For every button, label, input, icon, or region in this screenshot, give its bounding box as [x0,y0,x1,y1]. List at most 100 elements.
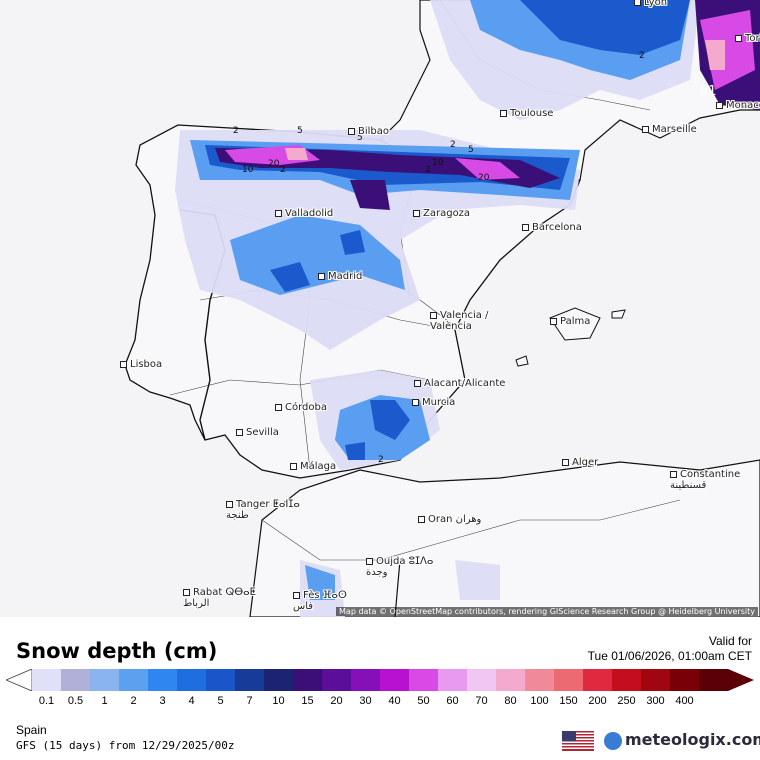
scale-swatch [90,669,120,691]
scale-swatch [496,669,526,691]
city-oujda: Oujda ⵓⵊⴷⴰ وجدة [366,556,434,578]
contour-label: 2 [378,455,384,465]
meteologix-logo-icon [604,732,622,750]
scale-swatch [641,669,671,691]
city-lyon: Lyon [634,0,667,8]
city-valencia: Valencia / València [430,310,489,332]
city-rabat: Rabat ⵕⴱⴰⵟ الرباط [183,587,256,609]
contour-label: 91 [700,84,717,99]
mallorca-island [549,307,601,341]
snow-depth-map[interactable]: 2 5 2 10 20 2 5 2 20 10 2 2 5 91 Lyon To… [0,0,760,618]
city-torino: Torin [735,33,760,44]
ibiza-island [515,355,529,367]
city-monaco: Monaco [716,100,760,111]
scale-tick-label: 2 [130,695,137,707]
city-alger: Alger [562,457,598,468]
scale-swatch [264,669,294,691]
scale-swatch [119,669,149,691]
scale-tick-label: 250 [617,695,636,707]
contour-label: 2 [639,51,645,61]
contour-label: 2 [280,165,286,175]
scale-swatch [148,669,178,691]
model-run-label: GFS (15 days) from 12/29/2025/00z [16,739,235,752]
scale-tick-label: 7 [246,695,253,707]
scale-swatch [670,669,700,691]
scale-tick-label: 15 [301,695,314,707]
scale-swatch [612,669,642,691]
scale-tick-label: 150 [559,695,578,707]
color-scale [6,669,754,691]
scale-tick-label: 50 [417,695,430,707]
city-barcelona: Barcelona [522,222,582,233]
scale-swatch [32,669,62,691]
contour-label: 20 [478,173,490,183]
city-valladolid: Valladolid [275,208,333,219]
scale-swatch [293,669,323,691]
contour-label: 10 [242,165,254,175]
contour-label: 5 [357,133,363,143]
scale-tick-label: 0.1 [38,695,55,707]
scale-tick-label: 10 [272,695,285,707]
scale-tick-label: 200 [588,695,607,707]
legend-panel: Snow depth (cm) Valid for Tue 01/06/2026… [0,617,760,760]
scale-tick-label: 100 [530,695,549,707]
scale-tick-label: 1 [101,695,108,707]
scale-right-arrow [728,669,754,691]
city-cordoba: Córdoba [275,402,327,413]
map-attribution[interactable]: Map data © OpenStreetMap contributors, r… [336,607,758,616]
us-flag-icon[interactable] [562,731,594,751]
region-label: Spain [16,723,47,737]
city-sevilla: Sevilla [236,427,279,438]
scale-swatch [554,669,584,691]
city-toulouse: Toulouse [500,108,553,119]
city-constantine: Constantine قسنطينة [670,469,741,491]
scale-tick-label: 80 [504,695,517,707]
legend-title: Snow depth (cm) [16,639,218,663]
valid-time: Tue 01/06/2026, 01:00am CET [587,649,752,663]
scale-tick-label: 3 [159,695,166,707]
north-africa-land [249,459,760,617]
scale-swatch [699,669,729,691]
scale-swatch [438,669,468,691]
scale-tick-label: 300 [646,695,665,707]
city-tanger: Tanger ⵟⴰⵏⵊⴰ طنجة [226,499,300,521]
scale-swatch [380,669,410,691]
map-canvas: 2 5 2 10 20 2 5 2 20 10 2 2 5 91 [124,0,760,617]
city-palma: Palma [550,316,590,327]
scale-swatch [206,669,236,691]
valid-label: Valid for [708,634,752,648]
city-alicante: Alacant/Alicante [414,378,505,389]
scale-swatch [583,669,613,691]
scale-tick-label: 400 [675,695,694,707]
city-lisboa: Lisboa [120,359,162,370]
scale-left-arrow [6,669,33,691]
scale-swatch [467,669,497,691]
scale-tick-label: 4 [188,695,195,707]
scale-swatch [525,669,555,691]
snow-pink [285,40,725,160]
city-madrid: Madrid [318,271,362,282]
contour-label: 20 [268,159,280,169]
brand-name[interactable]: meteologix.com [625,730,760,749]
scale-tick-label: 30 [359,695,372,707]
city-oran: Oran وهران [418,514,481,525]
contour-label: 10 [432,158,444,168]
scale-tick-label: 20 [330,695,343,707]
scale-tick-label: 70 [475,695,488,707]
scale-tick-label: 0.5 [67,695,84,707]
city-marseille: Marseille [642,124,697,135]
contour-label: 5 [468,145,474,155]
menorca-island [611,309,626,319]
city-bilbao: Bilbao [348,126,389,137]
scale-swatch [235,669,265,691]
contour-label: 2 [425,165,431,175]
scale-tick-label: 40 [388,695,401,707]
contour-label: 2 [450,140,456,150]
scale-tick-label: 60 [446,695,459,707]
contour-label: 2 [233,126,239,136]
scale-swatch [61,669,91,691]
city-malaga: Málaga [290,461,336,472]
city-fes: Fès ⴼⴰⵙ فاس [293,590,347,612]
contour-label: 5 [297,126,303,136]
city-zaragoza: Zaragoza [413,208,470,219]
